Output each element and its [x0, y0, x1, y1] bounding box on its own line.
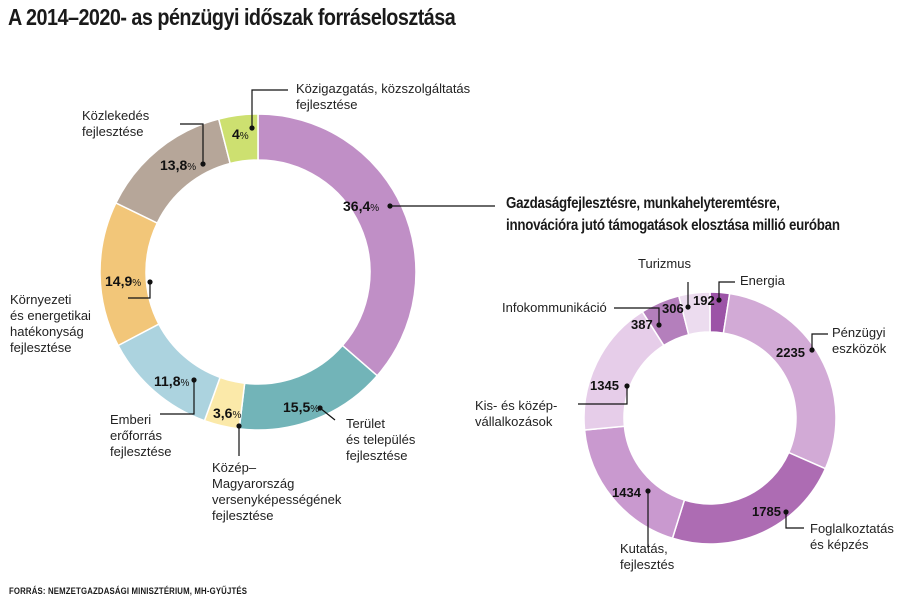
donut-2-slice-label: Kis- és közép-vállalkozások — [475, 398, 557, 429]
donut-2-title: Gazdaságfejlesztésre, munkahelyteremtésr… — [506, 193, 840, 237]
donut-1-slice-label: Emberi erőforrás fejlesztése — [110, 412, 171, 459]
donut-2-value: 387 — [631, 317, 653, 332]
donut-2-slice-label: Foglalkoztatás és képzés — [810, 521, 894, 552]
donut-1-slice-kozigazgatas-kozszolgaltatas-fejlesztese — [217, 113, 259, 165]
donut-1-slice-label: Közép– Magyarország versenyképességének fej… — [212, 460, 342, 523]
donut-1-leader-line — [128, 282, 151, 299]
donut-2-slice-label: Pénzügyi eszközök — [832, 325, 887, 356]
donut-2-leader-line — [811, 333, 828, 350]
donut-2-slice-label: Energia — [740, 273, 786, 288]
donut-1-slice-label: Terület és település fejlesztése — [346, 416, 416, 463]
donut-1-leader-line — [160, 380, 195, 415]
donut-2-data-label-kis-es-kozep-vallalkozasok: 1345 Kis- és közép-vállalkozások — [475, 378, 630, 429]
donut-2-value: 306 — [662, 301, 684, 316]
donut-2-title-line-2: innovációra jutó támogatások elosztása m… — [506, 217, 840, 234]
donut-1-leader-line — [319, 407, 336, 421]
donut-2-data-label-foglalkoztatas-es-kepzes: 1785 Foglalkoztatás és képzés — [752, 504, 894, 552]
donut-1-leader-line — [180, 123, 204, 164]
donut-2-value: 1785 — [752, 504, 781, 519]
donut-2-data-label-penzugyi-eszkozok: 2235 Pénzügyi eszközök — [776, 325, 887, 360]
donut-2-data-label-turizmus: 306 Turizmus — [638, 256, 691, 316]
donut-1-value: 13,8% — [160, 157, 196, 173]
donut-2-slice-label: Infokommunikáció — [502, 300, 607, 315]
donut-2-leader-line — [614, 307, 660, 325]
donut-2-value: 192 — [693, 293, 715, 308]
donut-2 — [583, 291, 837, 545]
donut-1-data-label-gazdasagfejlesztesre-munkahelyteremtesre-innovaciora-juto-tamogatasok-elosztasa-millio-euroban: 36,4% — [343, 198, 495, 214]
donut-2-slice-foglalkoztatas-es-kepzes — [671, 451, 827, 545]
donut-2-data-label-kutatas-fejlesztes: 1434 Kutatás, fejlesztés — [612, 485, 675, 572]
donut-2-data-label-infokommunikacio: 387 Infokommunikáció — [502, 300, 662, 332]
donut-2-leader-line — [578, 386, 628, 405]
donut-1-slice-label: Környezeti és energetikai hatékonyság fejle… — [10, 292, 91, 355]
donut-1-leader-line — [251, 89, 288, 128]
donut-1-data-label-kozigazgatas-kozszolgaltatas-fejlesztese: 4%Közigazgatás, közszolgáltatás fejleszté… — [232, 81, 471, 142]
donut-2-slice-turizmus — [677, 291, 711, 336]
donut-1-slice-gazdasagfejlesztesre-munkahelyteremtesre-innovaciora-juto-tamogatasok-elosztasa-millio-euroban — [257, 113, 417, 377]
donut-1-data-label-kornyezeti-es-energetikai-hatekonysag-fejlesztese: 14,9% Környezeti és energetikai hatékonyság… — [10, 273, 153, 355]
donut-1-data-label-kozlekedes-fejlesztese: 13,8% Közlekedés fejlesztése — [82, 108, 206, 173]
donut-1-value: 36,4% — [343, 198, 379, 214]
donut-2-data-label-energia: 192 Energia — [693, 273, 786, 308]
source-note: FORRÁS: NEMZETGAZDASÁGI MINISZTÉRIUM, MH… — [9, 586, 248, 597]
donut-1 — [99, 113, 417, 431]
donut-2-leader-line — [718, 281, 735, 300]
donut-2-slice-label: Turizmus — [638, 256, 691, 271]
donut-1-data-label-emberi-eroforras-fejlesztese: 11,8%Emberi erőforrás fejlesztése — [110, 373, 197, 459]
donut-2-title-line-1: Gazdaságfejlesztésre, munkahelyteremtésr… — [506, 195, 780, 212]
donut-2-value: 2235 — [776, 345, 805, 360]
donut-2-leader-line — [785, 512, 804, 529]
donut-1-value: 14,9% — [105, 273, 141, 289]
donut-1-slice-label: Közlekedés fejlesztése — [82, 108, 150, 139]
donut-1-slice-label: Közigazgatás, közszolgáltatás fejlesztése — [296, 81, 471, 112]
chart-title: A 2014–2020- as pénzügyi időszak forráse… — [8, 4, 456, 30]
donut-1-data-label-terulet-es-telepules-fejlesztese: 15,5% Terület és település fejlesztése — [283, 399, 416, 463]
donut-2-slice-kutatas-fejlesztes — [583, 425, 686, 540]
donut-2-value: 1434 — [612, 485, 642, 500]
donut-2-slice-penzugyi-eszkozok — [722, 292, 837, 470]
donut-2-slice-label: Kutatás, fejlesztés — [620, 541, 675, 572]
donut-2-value: 1345 — [590, 378, 619, 393]
donut-1-value: 15,5% — [283, 399, 319, 415]
